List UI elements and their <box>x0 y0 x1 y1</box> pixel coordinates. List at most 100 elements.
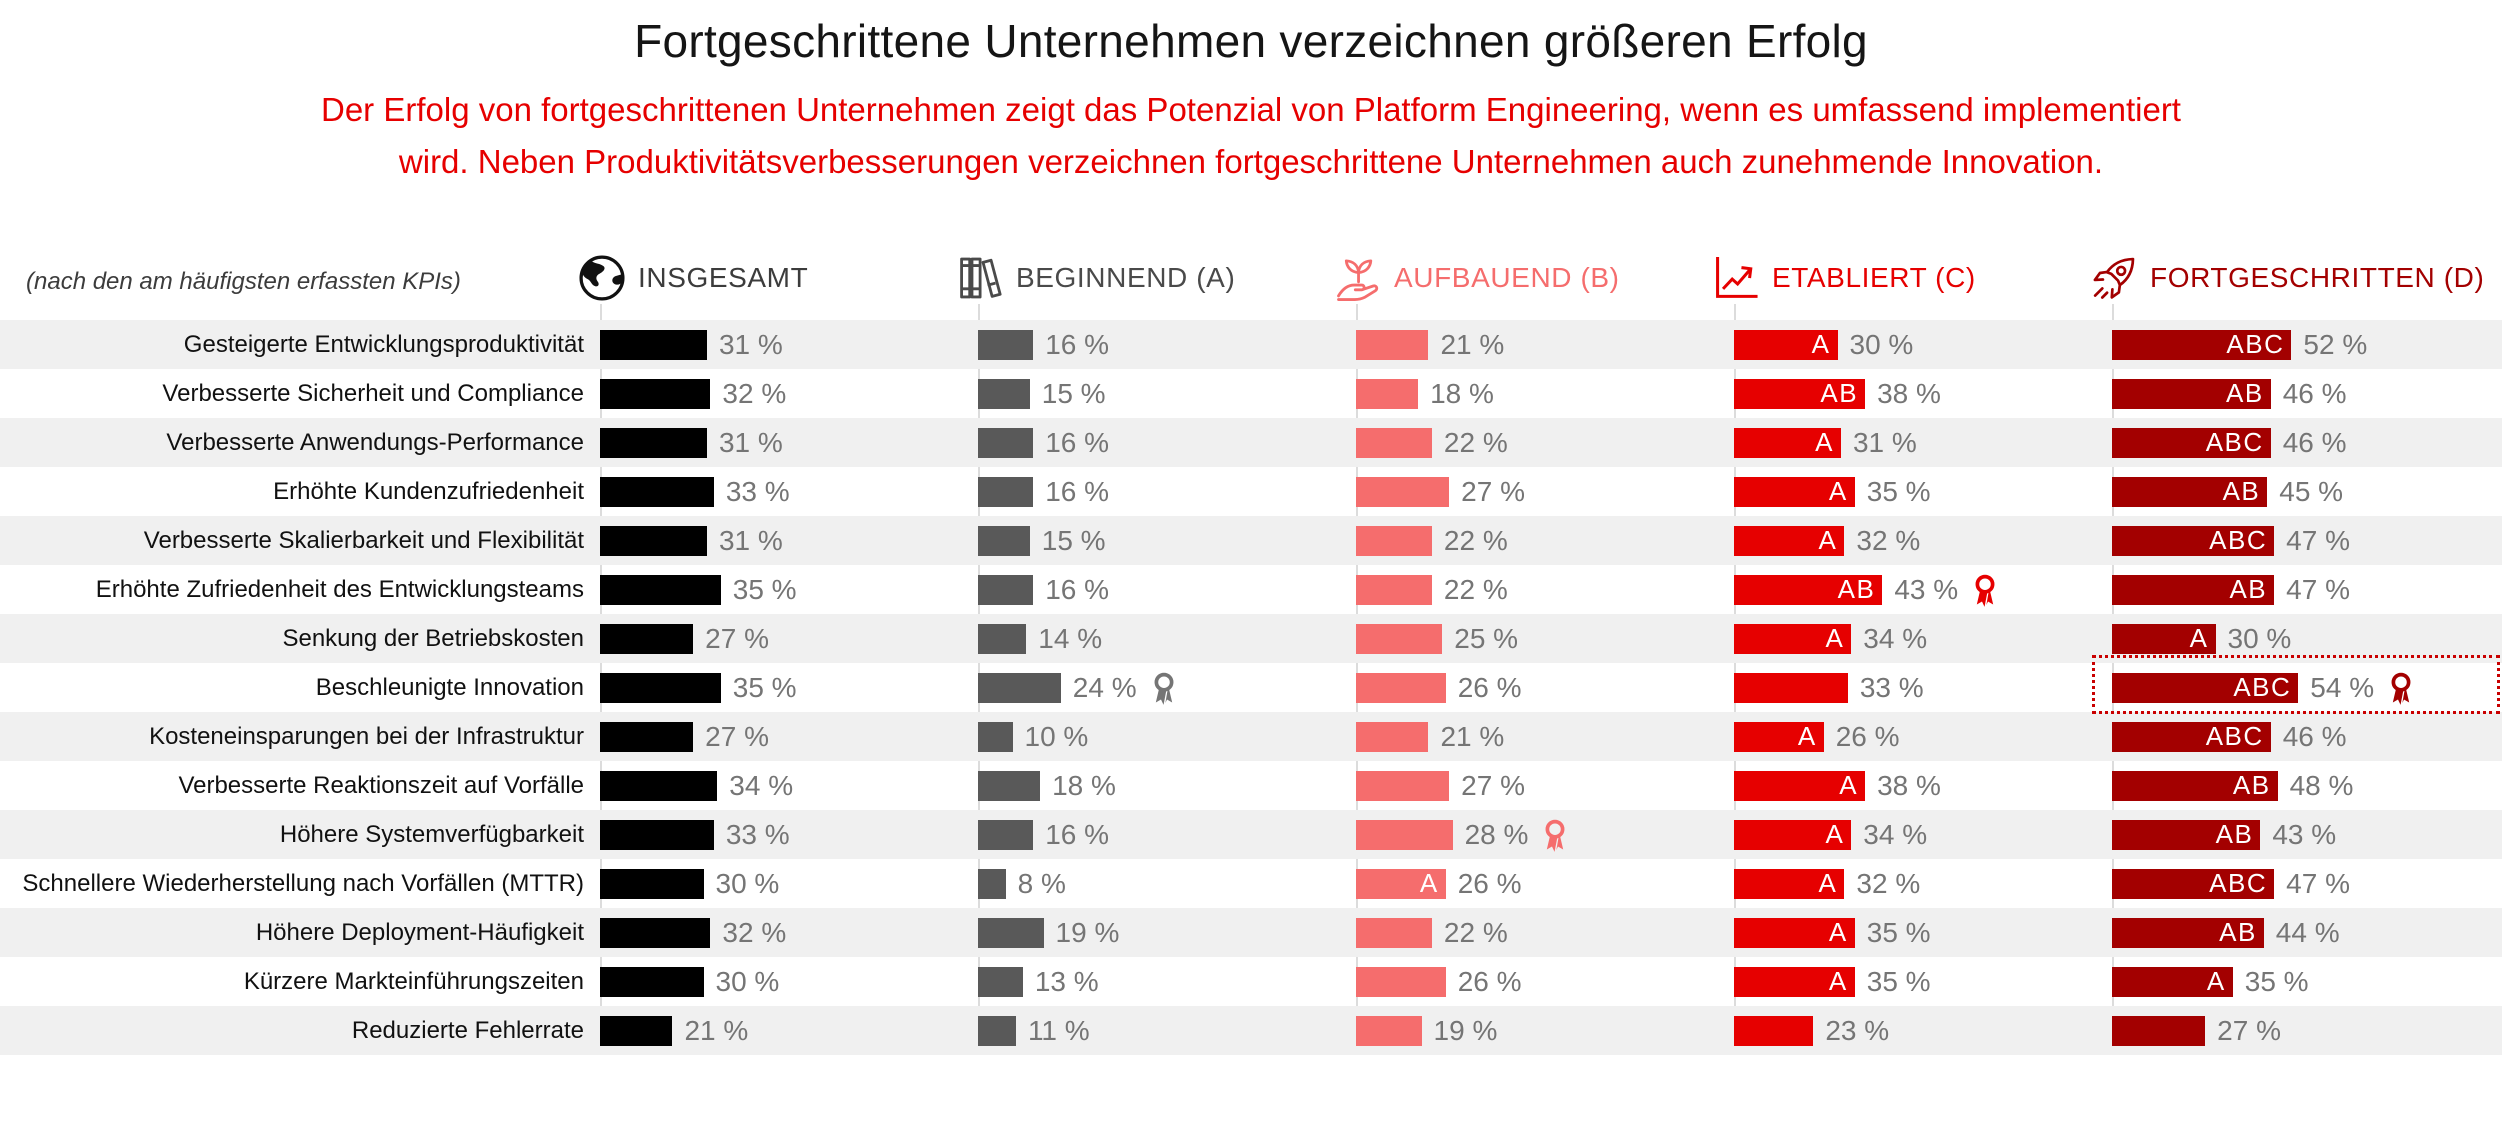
cell-etabliert: A 35 % <box>1734 957 2112 1006</box>
bar-insgesamt <box>600 721 694 752</box>
cell-insgesamt: 31 % <box>600 516 978 565</box>
column-header-label: BEGINNEND (A) <box>1016 262 1236 293</box>
bar-value: 16 % <box>1045 573 1110 605</box>
bar-fortgeschritten: ABC <box>2112 868 2275 899</box>
bar-beginnend <box>978 770 1041 801</box>
bar-fortgeschritten: A <box>2112 966 2233 997</box>
cell-etabliert: A 30 % <box>1734 320 2112 369</box>
bar-value: 21 % <box>1440 720 1505 752</box>
bar-beginnend <box>978 476 1034 507</box>
bar-insgesamt <box>600 427 707 458</box>
cell-insgesamt: 32 % <box>600 369 978 418</box>
column-header-label: ETABLIERT (C) <box>1772 262 1976 293</box>
kpi-row: Reduzierte Fehlerrate 21 % 11 % 19 % 23 % 27 … <box>0 1006 2502 1055</box>
bar-beginnend <box>978 917 1044 948</box>
bar-etabliert: A <box>1734 770 1866 801</box>
bar-value: 35 % <box>1866 916 1931 948</box>
cell-beginnend: 18 % <box>978 761 1356 810</box>
globe-icon <box>579 255 625 301</box>
bar-value: 16 % <box>1045 426 1110 458</box>
bar-aufbauend <box>1356 770 1450 801</box>
bar-etabliert: A <box>1734 623 1852 654</box>
bar-value: 28 % <box>1464 818 1529 850</box>
bar-value: 45 % <box>2279 475 2344 507</box>
cell-beginnend: 24 % <box>978 663 1356 712</box>
line-chart-icon <box>1716 256 1758 298</box>
bar-insgesamt <box>600 1015 673 1046</box>
cell-insgesamt: 31 % <box>600 320 978 369</box>
cell-fortgeschritten: AB 46 % <box>2112 369 2490 418</box>
cell-fortgeschritten: AB 45 % <box>2112 467 2490 516</box>
bar-insgesamt <box>600 819 714 850</box>
award-ribbon-icon <box>1975 574 1995 607</box>
bar-aufbauend <box>1356 721 1429 752</box>
column-header-beginnend: BEGINNEND (A) <box>954 252 1332 304</box>
bar-maturity-label: A <box>2189 623 2209 653</box>
bar-value: 22 % <box>1443 426 1508 458</box>
kpi-label: Reduzierte Fehlerrate <box>351 1016 584 1044</box>
bar-value: 21 % <box>1440 328 1505 360</box>
bar-maturity-label: A <box>1811 329 1831 359</box>
kpi-row: Kürzere Markteinführungszeiten 30 % 13 % 26… <box>0 957 2502 1006</box>
bar-value: 15 % <box>1041 524 1106 556</box>
bar-maturity-label: A <box>1825 819 1845 849</box>
kpi-label: Verbesserte Sicherheit und Compliance <box>162 379 584 407</box>
rocket-icon <box>2093 257 2135 299</box>
cell-aufbauend: 26 % <box>1356 663 1734 712</box>
bar-aufbauend: A <box>1356 868 1446 899</box>
bar-value: 30 % <box>1849 328 1914 360</box>
bar-etabliert: A <box>1734 427 1841 458</box>
bar-beginnend <box>978 525 1030 556</box>
bar-value: 46 % <box>2282 720 2347 752</box>
bar-beginnend <box>978 672 1061 703</box>
cell-etabliert: A 32 % <box>1734 516 2112 565</box>
kpi-label: Verbesserte Anwendungs-Performance <box>166 428 584 456</box>
kpi-label: Erhöhte Kundenzufriedenheit <box>273 477 584 505</box>
bar-insgesamt <box>600 623 694 654</box>
cell-aufbauend: 22 % <box>1356 908 1734 957</box>
bar-beginnend <box>978 427 1034 458</box>
bar-beginnend <box>978 721 1013 752</box>
column-header-etabliert: ETABLIERT (C) <box>1710 252 2088 304</box>
bar-fortgeschritten: ABC <box>2112 721 2271 752</box>
bar-maturity-label: A <box>2206 966 2226 996</box>
cell-insgesamt: 33 % <box>600 467 978 516</box>
bar-value: 34 % <box>1863 818 1928 850</box>
kpi-label: Senkung der Betriebskosten <box>282 624 584 652</box>
bar-beginnend <box>978 329 1034 360</box>
cell-beginnend: 11 % <box>978 1006 1356 1055</box>
bar-value: 26 % <box>1457 867 1522 899</box>
bar-maturity-label: A <box>1818 525 1838 555</box>
bar-value: 26 % <box>1835 720 1900 752</box>
cell-aufbauend: 26 % <box>1356 957 1734 1006</box>
subtitle-line-1: Der Erfolg von fortgeschrittenen Unterne… <box>321 91 2181 128</box>
bar-value: 27 % <box>1461 475 1525 507</box>
bar-etabliert: AB <box>1734 574 1883 605</box>
bar-value: 47 % <box>2286 867 2350 899</box>
bar-etabliert: A <box>1734 329 1838 360</box>
subtitle-line-2: wird. Neben Produktivitätsverbesserungen… <box>398 143 2104 180</box>
award-ribbon-icon <box>1154 672 1174 705</box>
bar-value: 38 % <box>1877 377 1941 409</box>
cell-etabliert: A 32 % <box>1734 859 2112 908</box>
bar-value: 35 % <box>2244 965 2309 997</box>
bar-fortgeschritten: AB <box>2112 574 2275 605</box>
bar-value: 25 % <box>1454 622 1519 654</box>
bar-value: 21 % <box>684 1014 749 1046</box>
bar-beginnend <box>978 819 1034 850</box>
kpi-row: Schnellere Wiederherstellung nach Vorfäl… <box>0 859 2502 908</box>
bar-etabliert: A <box>1734 819 1852 850</box>
cell-aufbauend: 27 % <box>1356 761 1734 810</box>
bar-insgesamt <box>600 868 704 899</box>
bar-insgesamt <box>600 329 707 360</box>
bar-value: 47 % <box>2286 573 2350 605</box>
kpi-label: Verbesserte Reaktionszeit auf Vorfälle <box>178 771 584 799</box>
bar-beginnend <box>978 868 1006 899</box>
cell-aufbauend: 22 % <box>1356 516 1734 565</box>
bar-value: 26 % <box>1457 965 1522 997</box>
cell-insgesamt: 30 % <box>600 957 978 1006</box>
cell-fortgeschritten: AB 43 % <box>2112 810 2490 859</box>
bar-insgesamt <box>600 672 721 703</box>
bar-maturity-label: ABC <box>2233 672 2292 702</box>
bar-value: 23 % <box>1825 1014 1890 1046</box>
